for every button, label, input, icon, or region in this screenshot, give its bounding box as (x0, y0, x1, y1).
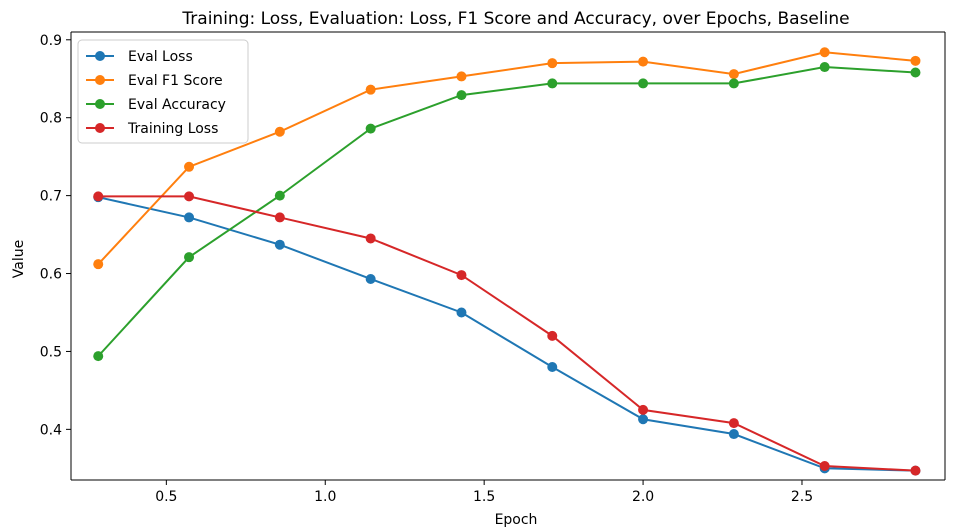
y-tick-label: 0.5 (40, 344, 62, 360)
x-tick-label: 1.5 (473, 489, 495, 505)
data-point (728, 418, 739, 429)
legend-marker (95, 99, 105, 109)
chart-title: Training: Loss, Evaluation: Loss, F1 Sco… (181, 9, 849, 29)
data-point (184, 161, 195, 172)
data-point (274, 212, 285, 223)
plot-area: 0.5 1.0 1.5 2.0 2.5 0.4 0.5 0.6 0.7 0.8 0.9 (40, 31, 946, 505)
y-tick-label: 0.8 (40, 111, 62, 127)
x-tick-label: 0.5 (155, 489, 177, 505)
data-point (910, 67, 921, 78)
legend-label: Eval F1 Score (128, 73, 223, 89)
data-point (274, 239, 285, 250)
data-point (547, 58, 558, 69)
series-line-1 (97, 51, 916, 265)
legend-marker (95, 123, 105, 133)
x-axis-label: Epoch (495, 512, 538, 528)
data-point (365, 123, 376, 134)
data-point (365, 233, 376, 244)
data-point (274, 126, 285, 137)
x-tick-label: 1.0 (314, 489, 336, 505)
data-point (456, 270, 467, 281)
legend: Eval Loss Eval F1 Score Eval Accuracy Train… (77, 39, 249, 144)
legend-label: Eval Accuracy (128, 97, 226, 113)
series-line-3 (98, 195, 916, 472)
data-point (819, 460, 830, 471)
legend-marker (95, 51, 105, 61)
data-point (819, 47, 830, 58)
data-point (93, 191, 104, 202)
data-point (638, 56, 649, 67)
data-point (638, 404, 649, 415)
y-tick-label: 0.7 (40, 189, 62, 205)
x-tick-label: 2.5 (791, 489, 813, 505)
data-point (456, 307, 467, 318)
data-point (819, 62, 830, 73)
data-point (365, 84, 376, 95)
series-line-0 (98, 196, 916, 472)
data-point (910, 465, 921, 476)
y-tick-label: 0.4 (40, 422, 62, 438)
series-line-2 (97, 66, 916, 357)
data-point (184, 191, 195, 202)
y-tick-label: 0.9 (40, 33, 62, 49)
data-point (547, 330, 558, 341)
legend-frame (77, 39, 249, 144)
legend-marker (95, 75, 105, 85)
data-point (728, 78, 739, 89)
data-point (93, 351, 104, 362)
legend-label: Training Loss (127, 121, 218, 137)
data-point (728, 429, 739, 440)
data-point (93, 259, 104, 270)
data-point (638, 414, 649, 425)
data-point (365, 273, 376, 284)
data-point (547, 78, 558, 89)
data-point (456, 90, 467, 101)
data-point (456, 71, 467, 82)
data-point (728, 69, 739, 80)
legend-label: Eval Loss (128, 49, 193, 65)
data-point (184, 252, 195, 263)
x-tick-label: 2.0 (632, 489, 654, 505)
data-point (638, 78, 649, 89)
y-axis-label: Value (11, 240, 27, 278)
data-point (184, 212, 195, 223)
y-tick-label: 0.6 (40, 267, 62, 283)
data-point (274, 190, 285, 201)
data-point (910, 55, 921, 66)
data-point (547, 362, 558, 373)
